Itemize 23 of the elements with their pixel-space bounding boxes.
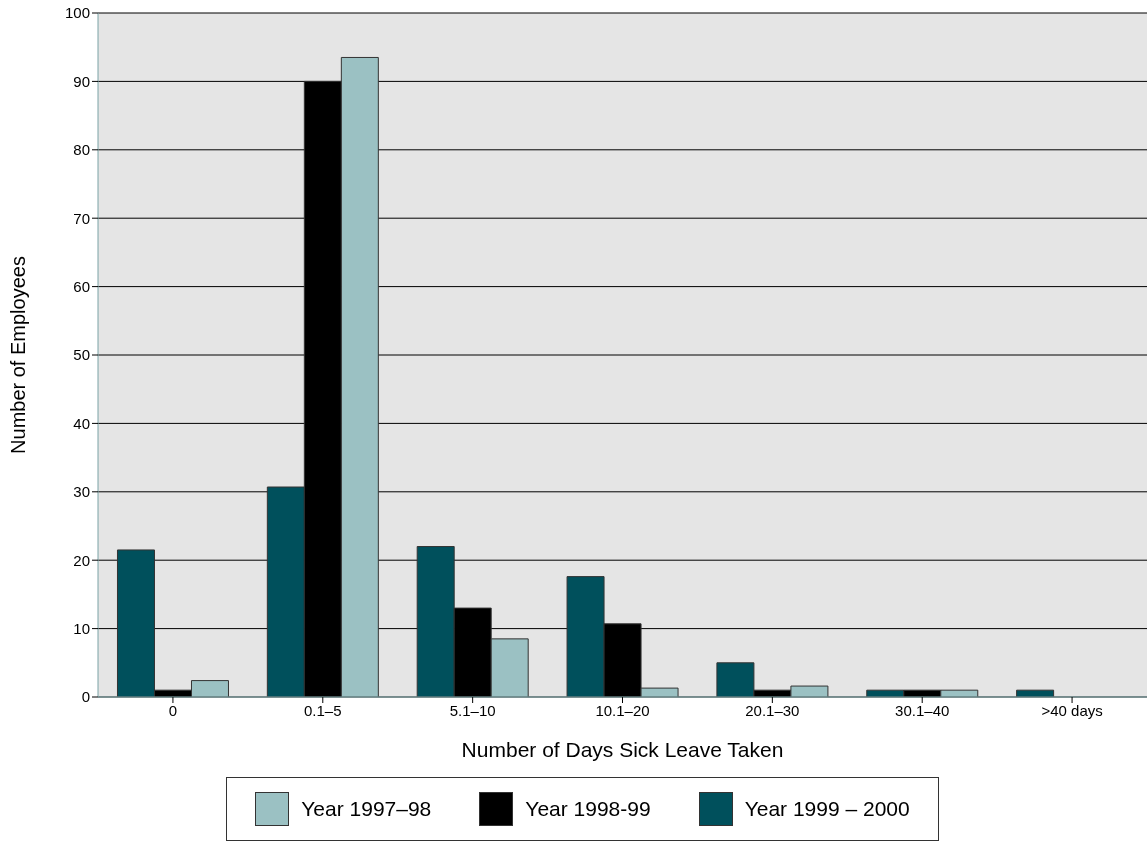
y-tick-label: 40	[73, 414, 90, 432]
x-tick-label: 0	[168, 701, 178, 719]
y-tick-label: 90	[73, 72, 90, 90]
x-tick-label: >40 days	[1041, 701, 1103, 719]
x-tick-label: 10.1–20	[595, 701, 650, 719]
y-tick-label: 80	[73, 141, 90, 159]
legend-label: Year 1999 – 2000	[744, 797, 910, 821]
legend-label: Year 1998-99	[525, 797, 651, 821]
x-tick-label: 5.1–10	[449, 701, 496, 719]
y-tick-label: 10	[73, 619, 90, 637]
y-tick-label: 60	[73, 277, 90, 295]
x-tick-label: 30.1–40	[895, 701, 950, 719]
y-tick-label: 20	[73, 551, 90, 569]
y-tick-label: 30	[73, 483, 90, 501]
y-tick-label: 70	[73, 209, 90, 227]
x-axis-title: Number of Days Sick Leave Taken	[461, 738, 784, 761]
y-tick-label: 50	[73, 346, 90, 364]
legend-label: Year 1997–98	[301, 797, 432, 821]
x-tick-label: 20.1–30	[745, 701, 800, 719]
x-tick-label: 0.1–5	[304, 701, 342, 719]
y-axis-title: Number of Employees	[7, 256, 30, 454]
y-tick-label: 0	[81, 688, 90, 706]
y-tick-label: 100	[64, 4, 90, 22]
